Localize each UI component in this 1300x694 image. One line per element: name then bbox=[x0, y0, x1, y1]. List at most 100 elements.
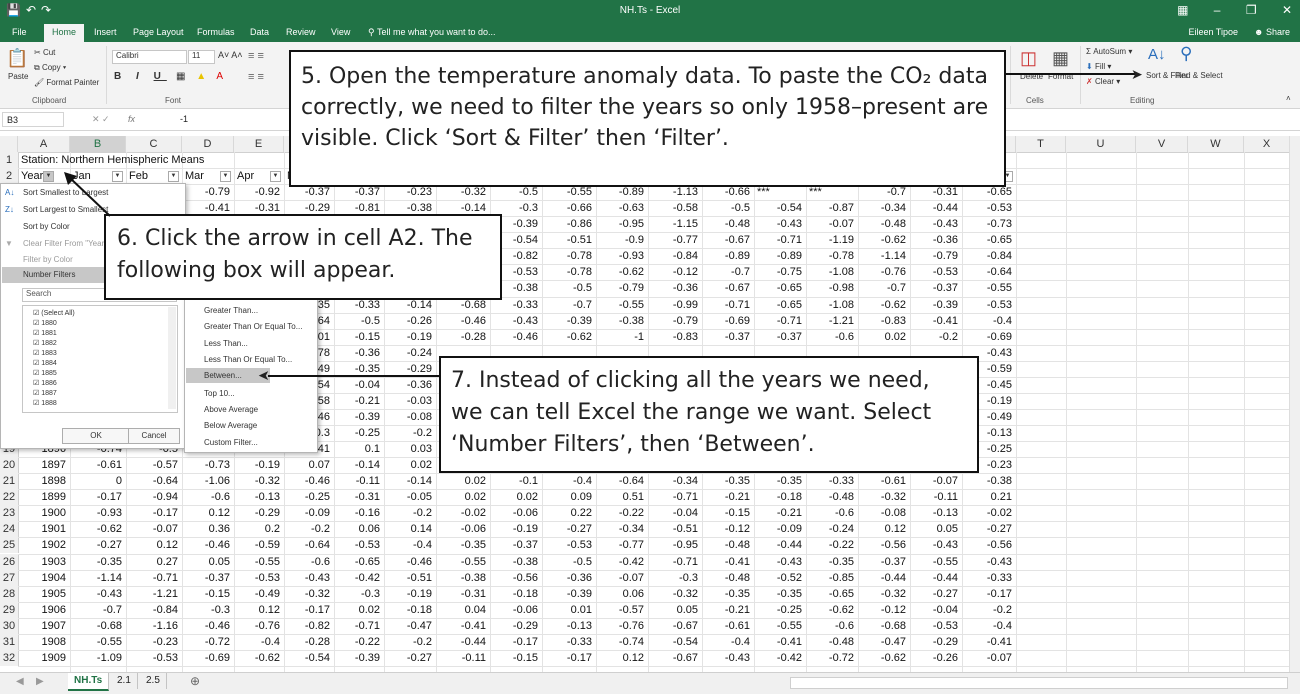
tab-page-layout[interactable]: Page Layout bbox=[133, 27, 184, 37]
table-cell[interactable]: -0.62 bbox=[828, 603, 854, 616]
table-cell[interactable]: -0.6 bbox=[835, 507, 854, 520]
table-cell[interactable]: 1909 bbox=[41, 651, 66, 664]
table-cell[interactable]: -0.93 bbox=[618, 250, 644, 263]
table-cell[interactable]: -0.95 bbox=[618, 218, 644, 231]
table-cell[interactable]: -0.64 bbox=[152, 475, 178, 488]
delete-icon[interactable]: ◫ bbox=[1020, 48, 1038, 68]
table-cell[interactable]: 0.12 bbox=[208, 507, 230, 520]
table-cell[interactable]: .01 bbox=[314, 330, 330, 343]
table-cell[interactable]: -0.38 bbox=[618, 314, 644, 327]
table-cell[interactable]: -0.37 bbox=[880, 555, 906, 568]
tell-me-search[interactable]: ⚲ Tell me what you want to do... bbox=[368, 27, 496, 37]
cancel-enter-icons[interactable]: ✕ ✓ bbox=[92, 114, 110, 124]
table-cell[interactable]: -0.57 bbox=[618, 603, 644, 616]
table-cell[interactable]: -0.32 bbox=[254, 475, 280, 488]
table-cell[interactable]: -0.44 bbox=[460, 635, 486, 648]
table-cell[interactable]: -0.73 bbox=[204, 459, 230, 472]
table-cell[interactable]: 0.06 bbox=[622, 587, 644, 600]
next-sheet-icon[interactable]: ▶ bbox=[36, 676, 44, 687]
share-button[interactable]: ☻ Share bbox=[1253, 27, 1290, 37]
table-cell[interactable]: -0.56 bbox=[986, 539, 1012, 552]
table-cell[interactable]: -0.25 bbox=[304, 491, 330, 504]
format-icon[interactable]: ▦ bbox=[1052, 48, 1070, 68]
table-cell[interactable]: -0.71 bbox=[672, 555, 698, 568]
table-cell[interactable]: -0.25 bbox=[986, 443, 1012, 456]
table-cell[interactable]: -0.35 bbox=[460, 539, 486, 552]
table-cell[interactable]: -0.44 bbox=[932, 571, 958, 584]
table-cell[interactable]: -0.57 bbox=[152, 459, 178, 472]
table-cell[interactable]: -0.17 bbox=[512, 635, 538, 648]
table-cell[interactable]: -1.14 bbox=[96, 571, 122, 584]
table-cell[interactable]: -0.62 bbox=[566, 330, 592, 343]
table-cell[interactable]: -0.38 bbox=[986, 475, 1012, 488]
table-cell[interactable]: -0.48 bbox=[880, 218, 906, 231]
table-cell[interactable]: -0.17 bbox=[566, 651, 592, 664]
table-cell[interactable]: -0.56 bbox=[880, 539, 906, 552]
font-size-select[interactable]: 11 bbox=[188, 50, 215, 64]
table-cell[interactable]: -0.76 bbox=[880, 266, 906, 279]
between-item[interactable]: Between... bbox=[186, 368, 270, 383]
table-cell[interactable]: -0.21 bbox=[354, 394, 380, 407]
year-checklist[interactable]: ☑ (Select All) ☑ 1880 ☑ 1881 ☑ 1882 ☑ 1883 ☑ … bbox=[22, 305, 178, 413]
table-cell[interactable]: -0.79 bbox=[932, 250, 958, 263]
table-cell[interactable]: 0.12 bbox=[258, 603, 280, 616]
table-cell[interactable]: 1898 bbox=[41, 475, 66, 488]
table-cell[interactable]: -0.6 bbox=[211, 491, 230, 504]
table-cell[interactable]: -0.55 bbox=[254, 555, 280, 568]
table-cell[interactable]: -0.52 bbox=[776, 571, 802, 584]
table-cell[interactable]: .54 bbox=[314, 378, 330, 391]
table-cell[interactable]: -0.47 bbox=[406, 619, 432, 632]
table-cell[interactable]: 1902 bbox=[41, 539, 66, 552]
table-cell[interactable]: -0.32 bbox=[880, 491, 906, 504]
table-cell[interactable]: 0.36 bbox=[208, 523, 230, 536]
table-cell[interactable]: -0.41 bbox=[932, 314, 958, 327]
table-cell[interactable]: -0.27 bbox=[932, 587, 958, 600]
table-cell[interactable]: 0.12 bbox=[156, 539, 178, 552]
table-cell[interactable]: -0.15 bbox=[204, 587, 230, 600]
table-cell[interactable]: 1901 bbox=[41, 523, 66, 536]
table-cell[interactable]: .64 bbox=[314, 314, 330, 327]
table-cell[interactable]: -0.46 bbox=[204, 539, 230, 552]
table-cell[interactable]: -0.44 bbox=[880, 571, 906, 584]
table-cell[interactable]: -0.41 bbox=[776, 635, 802, 648]
table-cell[interactable]: -0.53 bbox=[152, 651, 178, 664]
table-cell[interactable]: -0.37 bbox=[204, 571, 230, 584]
table-cell[interactable]: -0.26 bbox=[406, 314, 432, 327]
table-cell[interactable]: -0.92 bbox=[254, 186, 280, 199]
align-icon[interactable]: ≡ ≡ bbox=[248, 50, 264, 62]
table-cell[interactable]: -0.37 bbox=[724, 330, 750, 343]
table-cell[interactable]: -0.35 bbox=[828, 555, 854, 568]
table-cell[interactable]: -0.06 bbox=[512, 603, 538, 616]
table-cell[interactable]: -0.25 bbox=[354, 427, 380, 440]
table-cell[interactable]: -0.18 bbox=[776, 491, 802, 504]
checklist-item[interactable]: ☑ 1887 bbox=[33, 389, 57, 397]
table-cell[interactable]: -0.35 bbox=[96, 555, 122, 568]
vertical-scrollbar[interactable] bbox=[1289, 136, 1300, 672]
undo-icon[interactable]: ↶ bbox=[25, 3, 42, 17]
filter-dropdown-arrow-icon[interactable]: ▼ bbox=[43, 171, 54, 183]
table-cell[interactable]: -0.36 bbox=[672, 282, 698, 295]
table-cell[interactable]: -0.35 bbox=[724, 475, 750, 488]
table-cell[interactable]: -0.3 bbox=[361, 587, 380, 600]
table-cell[interactable]: -0.19 bbox=[512, 523, 538, 536]
table-cell[interactable]: -0.54 bbox=[776, 202, 802, 215]
column-header[interactable]: T bbox=[1016, 136, 1066, 152]
table-cell[interactable]: -0.15 bbox=[354, 330, 380, 343]
table-cell[interactable]: -0.66 bbox=[724, 186, 750, 199]
table-cell[interactable]: -0.21 bbox=[776, 507, 802, 520]
table-cell[interactable]: -0.7 bbox=[103, 603, 122, 616]
find-select-button[interactable]: Find & Select bbox=[1175, 71, 1223, 80]
table-cell[interactable]: -0.71 bbox=[152, 571, 178, 584]
checkbox-icon[interactable]: ☑ bbox=[33, 400, 42, 407]
table-cell[interactable]: -0.18 bbox=[406, 603, 432, 616]
tab-insert[interactable]: Insert bbox=[94, 27, 117, 37]
copy-button[interactable]: ⧉ Copy ▾ bbox=[34, 63, 67, 72]
find-magnifier-icon[interactable]: ⚲ bbox=[1180, 44, 1193, 63]
column-header[interactable]: W bbox=[1188, 136, 1244, 152]
table-cell[interactable]: -0.13 bbox=[254, 491, 280, 504]
table-cell[interactable]: -0.84 bbox=[152, 603, 178, 616]
ribbon-display-icon[interactable]: ▦ bbox=[1177, 3, 1189, 17]
table-cell[interactable]: -0.13 bbox=[986, 427, 1012, 440]
table-cell[interactable]: -0.71 bbox=[672, 491, 698, 504]
table-cell[interactable]: -0.4 bbox=[573, 475, 592, 488]
